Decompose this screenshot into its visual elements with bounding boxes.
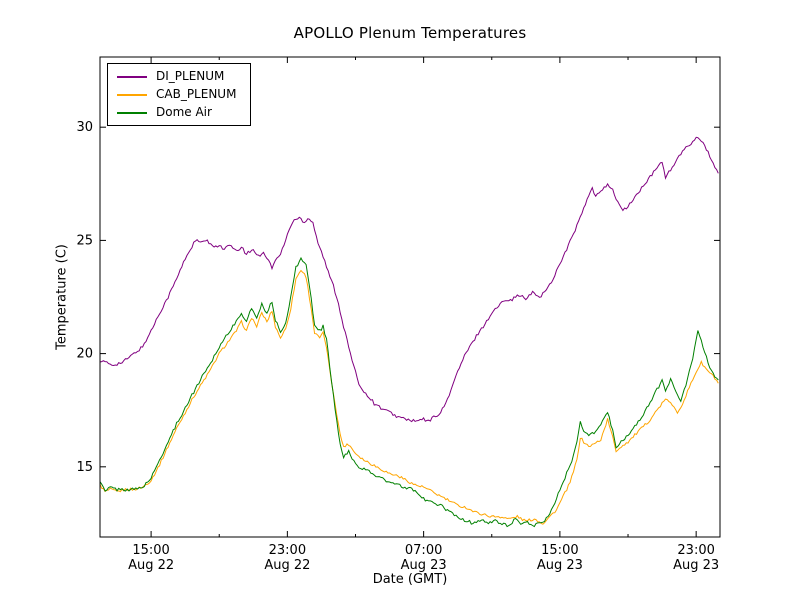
legend-item-di-plenum: DI_PLENUM	[117, 70, 236, 83]
legend-label-cab-plenum: CAB_PLENUM	[156, 87, 237, 101]
y-tick-label: 25	[76, 233, 93, 248]
series-line-di-plenum	[99, 136, 719, 423]
y-tick-label: 30	[76, 120, 93, 135]
y-tick-label: 20	[76, 347, 93, 362]
x-tick-time-label: 07:00	[405, 543, 442, 558]
x-tick-date-label: Aug 23	[673, 558, 719, 573]
legend-line-sample-dome-air	[117, 111, 147, 114]
x-tick-time-label: 15:00	[132, 543, 169, 558]
series-line-dome-air	[99, 256, 719, 528]
chart-title: APOLLO Plenum Temperatures	[293, 24, 527, 42]
y-tick-label: 15	[76, 460, 93, 475]
legend-label-di-plenum: DI_PLENUM	[156, 69, 225, 83]
series-line-cab-plenum	[99, 269, 719, 525]
y-axis-label: Temperature (C)	[54, 244, 70, 350]
legend: DI_PLENUM CAB_PLENUM Dome Air	[107, 63, 252, 126]
x-tick-date-label: Aug 23	[537, 558, 583, 573]
x-tick-time-label: 15:00	[541, 543, 578, 558]
legend-item-dome-air: Dome Air	[117, 106, 236, 119]
x-tick-date-label: Aug 22	[264, 558, 310, 573]
legend-line-sample-cab-plenum	[117, 93, 147, 96]
legend-item-cab-plenum: CAB_PLENUM	[117, 88, 236, 101]
x-tick-time-label: 23:00	[269, 543, 306, 558]
x-axis-label: Date (GMT)	[372, 572, 448, 587]
x-tick-time-label: 23:00	[677, 543, 714, 558]
legend-line-sample-di-plenum	[117, 75, 147, 78]
axes-frame	[99, 56, 721, 538]
x-tick-date-label: Aug 22	[128, 558, 174, 573]
x-tick-date-label: Aug 23	[401, 558, 447, 573]
legend-label-dome-air: Dome Air	[156, 105, 212, 119]
